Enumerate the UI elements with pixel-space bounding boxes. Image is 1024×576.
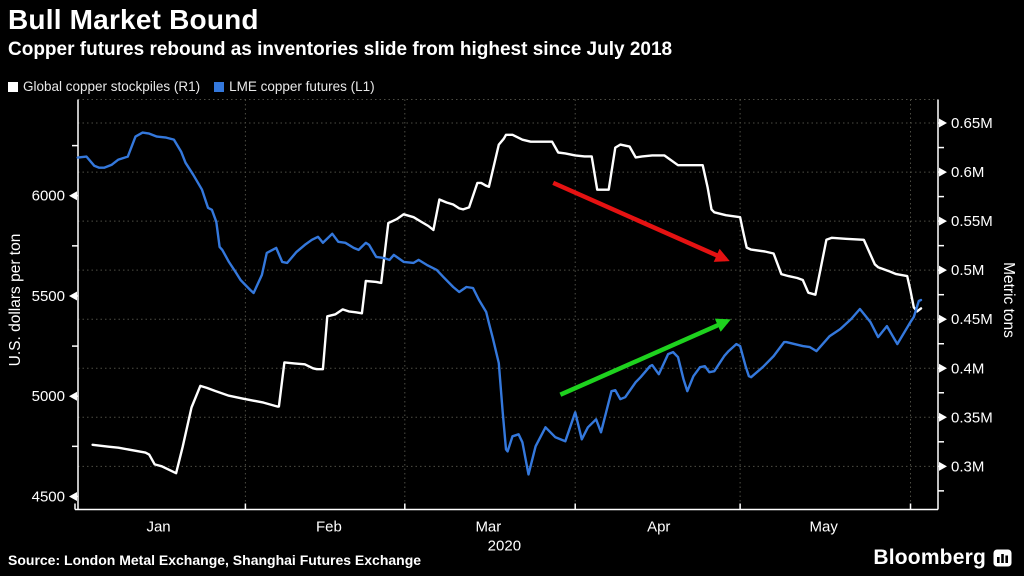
y-right-pointer-icon [939, 216, 947, 226]
x-month-label: Jan [146, 519, 170, 536]
y-left-tick-label: 6000 [32, 188, 65, 205]
y-right-pointer-icon [939, 461, 947, 471]
y-right-pointer-icon [939, 412, 947, 422]
y-left-pointer-icon [69, 391, 77, 401]
bloomberg-wordmark: Bloomberg [873, 546, 986, 569]
y-right-tick-label: 0.45M [951, 311, 993, 328]
y-left-axis-title: U.S. dollars per ton [7, 234, 24, 367]
y-right-tick-label: 0.35M [951, 409, 993, 426]
y-right-tick-label: 0.3M [951, 458, 984, 475]
y-left-pointer-icon [69, 491, 77, 501]
chart-title: Bull Market Bound [8, 4, 259, 35]
tick-labels: 4500 5000 5500 6000 0.3M 0.35M 0.4M 0.45M 0.5M 0.… [7, 115, 1017, 554]
bloomberg-chart-icon [993, 549, 1012, 567]
y-right-pointer-icon [939, 314, 947, 324]
y-right-tick-label: 0.55M [951, 213, 993, 230]
y-left-tick-label: 5000 [32, 388, 65, 405]
y-left-tick-label: 5500 [32, 288, 65, 305]
x-year-label: 2020 [488, 538, 521, 555]
legend-label-futures: LME copper futures (L1) [229, 79, 375, 94]
legend-item-futures: LME copper futures (L1) [214, 79, 375, 94]
x-month-label: Feb [316, 519, 342, 536]
y-right-pointer-icon [939, 118, 947, 128]
y-left-pointer-icon [69, 291, 77, 301]
y-right-tick-label: 0.6M [951, 164, 984, 181]
bloomberg-logo: Bloomberg [873, 546, 1012, 570]
series-line-stockpiles [91, 133, 923, 475]
y-right-pointer-icon [939, 167, 947, 177]
legend-item-stockpiles: Global copper stockpiles (R1) [8, 79, 200, 94]
y-left-tick-label: 4500 [32, 488, 65, 505]
y-right-pointer-icon [939, 265, 947, 275]
gridlines [78, 99, 938, 510]
x-month-label: Apr [647, 519, 670, 536]
y-left-pointer-icon [69, 191, 77, 201]
stockpiles-swatch-icon [8, 81, 18, 92]
y-right-axis-title: Metric tons [1000, 262, 1017, 338]
series-line-futures [76, 131, 923, 476]
y-right-tick-label: 0.4M [951, 360, 984, 377]
legend: Global copper stockpiles (R1) LME copper… [8, 79, 375, 94]
x-month-label: Mar [475, 519, 501, 536]
x-month-label: May [809, 519, 838, 536]
futures-up-arrow [559, 318, 731, 397]
legend-label-stockpiles: Global copper stockpiles (R1) [23, 79, 201, 94]
y-right-pointer-icon [939, 363, 947, 373]
stockpiles-down-arrow [552, 180, 730, 262]
chart-subtitle: Copper futures rebound as inventories sl… [8, 39, 673, 60]
futures-swatch-icon [214, 81, 225, 92]
y-right-tick-label: 0.5M [951, 262, 984, 279]
y-right-tick-label: 0.65M [951, 115, 993, 132]
source-caption: Source: London Metal Exchange, Shanghai … [8, 552, 422, 568]
